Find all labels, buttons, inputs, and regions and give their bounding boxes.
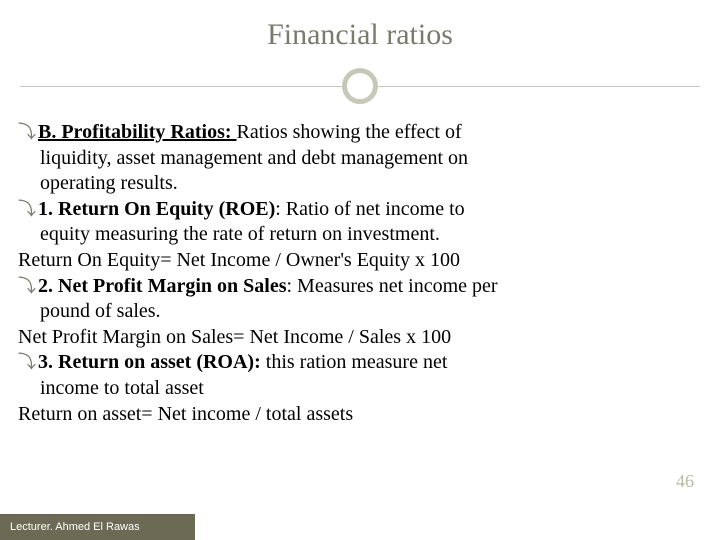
bullet-2-cont1: pound of sales.	[18, 299, 702, 325]
bullet-b-rest: Ratios showing the effect of	[237, 121, 462, 143]
bullet-1-head: 1. Return On Equity (ROE)	[38, 198, 275, 220]
page-number: 46	[676, 471, 694, 492]
slide-title: Financial ratios	[0, 18, 720, 52]
bullet-3-rest: this ration measure net	[266, 351, 448, 373]
footer-label: Lecturer. Ahmed El Rawas	[0, 514, 195, 540]
title-area: Financial ratios	[0, 0, 720, 52]
bullet-b-head: B. Profitability Ratios:	[38, 121, 237, 143]
bullet-2-line2: Net Profit Margin on Sales= Net Income /…	[18, 325, 702, 351]
slide-container: Financial ratios ⤵B. Profitability Ratio…	[0, 0, 720, 540]
bullet-b-cont1: liquidity, asset management and debt man…	[18, 146, 702, 172]
bullet-1: ⤵1. Return On Equity (ROE): Ratio of net…	[18, 197, 702, 223]
bullet-icon: ⤵	[18, 122, 36, 142]
bullet-b: ⤵B. Profitability Ratios: Ratios showing…	[18, 120, 702, 146]
bullet-icon: ⤵	[18, 352, 36, 372]
bullet-icon: ⤵	[18, 276, 36, 296]
bullet-1-cont1: equity measuring the rate of return on i…	[18, 222, 702, 248]
bullet-icon: ⤵	[18, 199, 36, 219]
bullet-b-cont2: operating results.	[18, 171, 702, 197]
bullet-3-line2: Return on asset= Net income / total asse…	[18, 402, 702, 428]
bullet-3: ⤵3. Return on asset (ROA): this ration m…	[18, 350, 702, 376]
content-body: ⤵B. Profitability Ratios: Ratios showing…	[18, 120, 702, 427]
bullet-3-head: 3. Return on asset (ROA):	[38, 351, 266, 373]
bullet-2-rest: : Measures net income per	[287, 275, 498, 297]
bullet-2: ⤵2. Net Profit Margin on Sales: Measures…	[18, 274, 702, 300]
bullet-3-cont1: income to total asset	[18, 376, 702, 402]
circle-icon	[342, 68, 378, 104]
bullet-1-rest: : Ratio of net income to	[275, 198, 464, 220]
bullet-1-line2: Return On Equity= Net Income / Owner's E…	[18, 248, 702, 274]
bullet-2-head: 2. Net Profit Margin on Sales	[38, 275, 287, 297]
